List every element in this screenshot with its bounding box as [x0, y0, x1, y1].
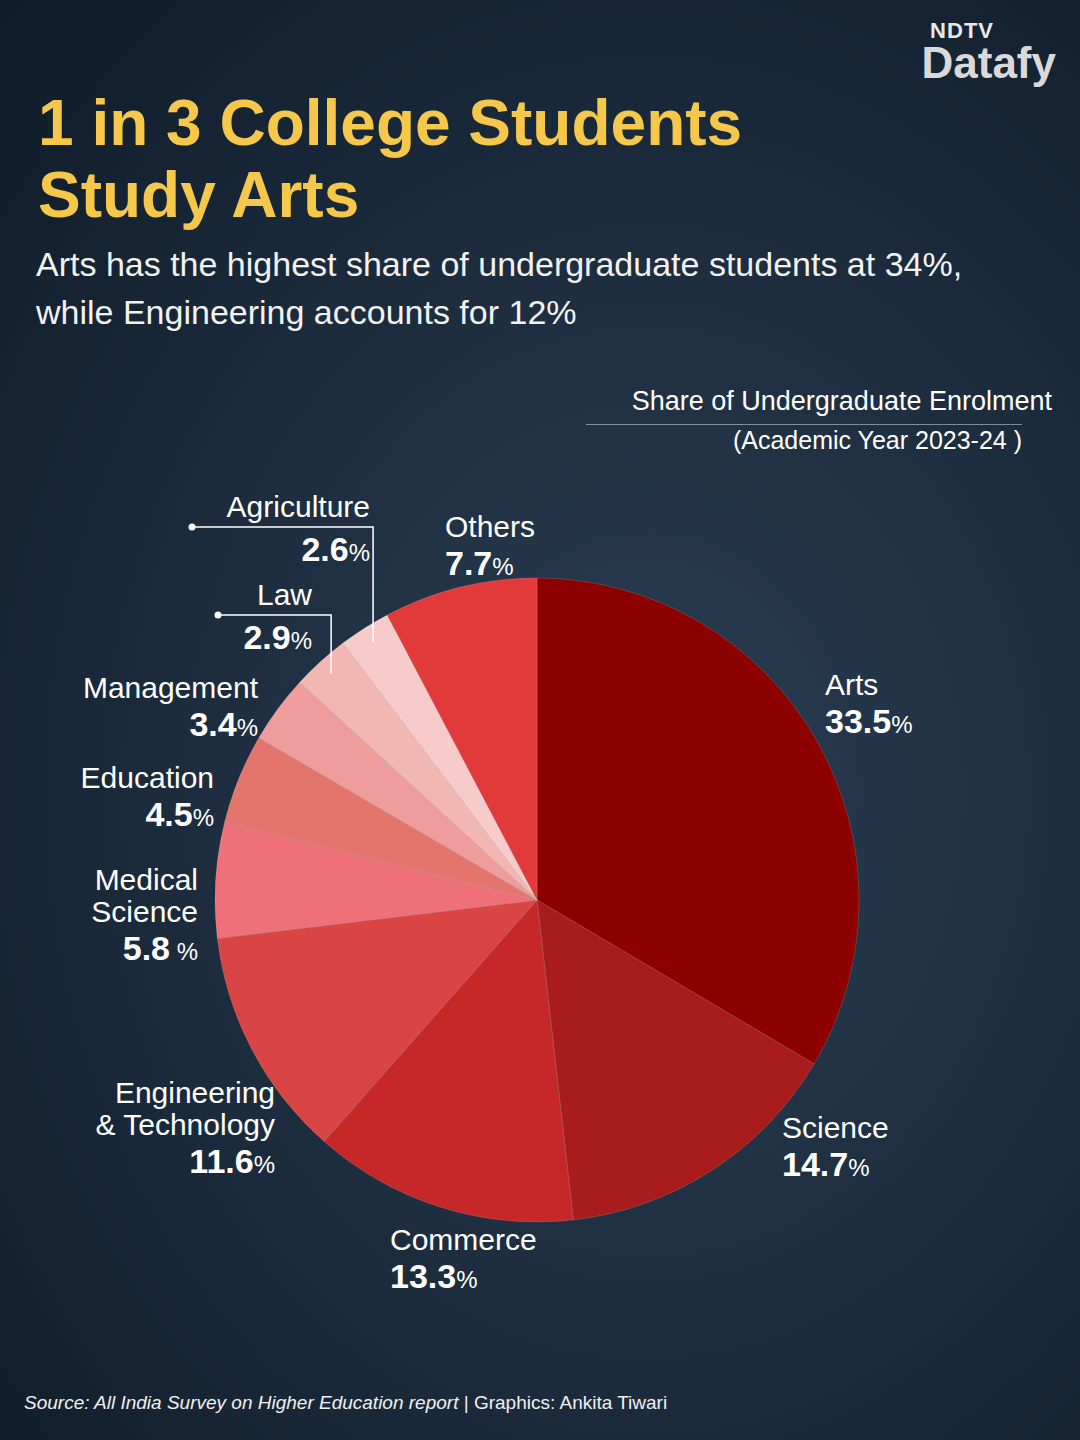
svg-text:14.7%: 14.7%: [782, 1145, 870, 1183]
svg-text:MedicalScience: MedicalScience: [91, 863, 198, 928]
html-text:Share of Undergraduate Enrolme: Share of Undergraduate Enrolment: [631, 386, 1052, 416]
svg-text:13.3%: 13.3%: [390, 1257, 478, 1295]
svg-text:11.6%: 11.6%: [189, 1142, 275, 1180]
html-text:1 in 3 College Students Study: 1 in 3 College Students Study Arts: [38, 87, 743, 231]
svg-text:Arts: Arts: [825, 668, 878, 701]
html-text:Arts has the highest share of: Arts has the highest share of undergradu…: [36, 245, 963, 332]
svg-text:Commerce: Commerce: [390, 1223, 537, 1256]
svg-text:Education: Education: [81, 761, 214, 794]
svg-text:Others: Others: [445, 510, 535, 543]
html-text:NDTV: NDTV: [930, 18, 994, 43]
svg-text:Agriculture: Agriculture: [227, 490, 370, 523]
html-text:Datafy: Datafy: [921, 38, 1056, 87]
html-text:Source: All India Survey on Hi: Source: All India Survey on Higher Educa…: [24, 1392, 668, 1413]
svg-text:Management: Management: [83, 671, 259, 704]
svg-text:2.9%: 2.9%: [243, 618, 312, 656]
svg-text:Engineering& Technology: Engineering& Technology: [95, 1076, 275, 1141]
svg-text:Science: Science: [782, 1111, 889, 1144]
svg-text:7.7%: 7.7%: [445, 544, 514, 582]
svg-text:33.5%: 33.5%: [825, 702, 913, 740]
html-text:(Academic Year 2023-24 ): (Academic Year 2023-24 ): [732, 426, 1022, 454]
svg-text:5.8 %: 5.8 %: [123, 929, 198, 967]
svg-text:3.4%: 3.4%: [189, 705, 258, 743]
svg-text:Law: Law: [257, 578, 312, 611]
svg-text:4.5%: 4.5%: [145, 795, 214, 833]
svg-text:2.6%: 2.6%: [301, 530, 370, 568]
